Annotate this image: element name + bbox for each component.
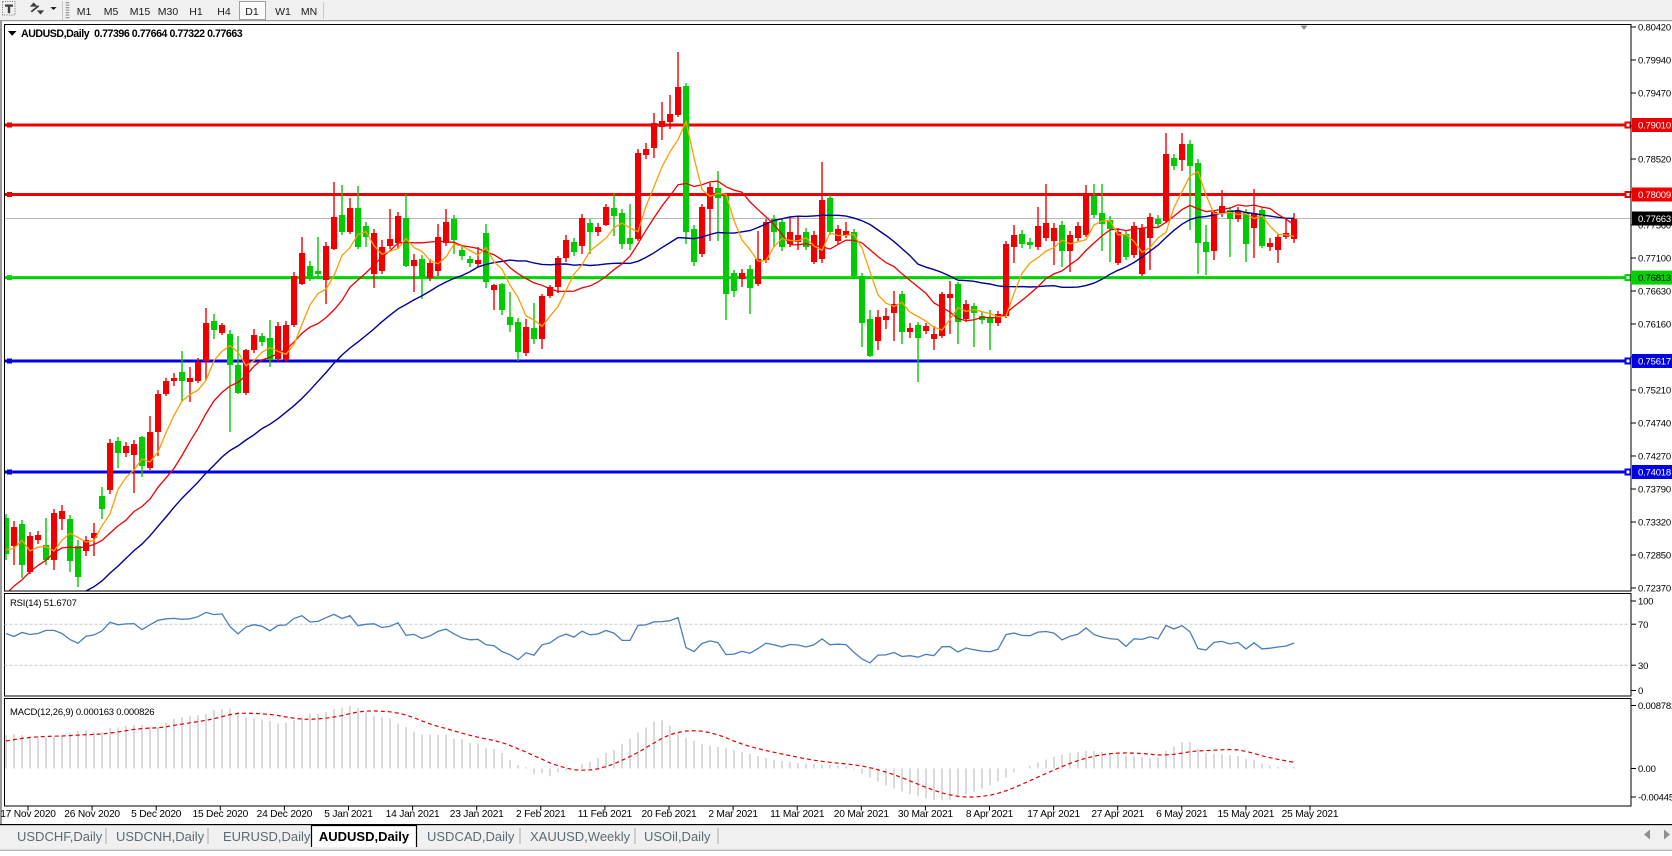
svg-text:0.79010: 0.79010 [1638, 121, 1671, 132]
svg-text:0.74740: 0.74740 [1638, 419, 1671, 430]
svg-text:0.80420: 0.80420 [1638, 23, 1671, 34]
svg-text:H4: H4 [217, 6, 231, 18]
svg-text:0.77663: 0.77663 [1638, 214, 1671, 225]
svg-text:25 May 2021: 25 May 2021 [1282, 809, 1339, 820]
svg-text:30 Mar 2021: 30 Mar 2021 [898, 809, 954, 820]
svg-text:100: 100 [1638, 597, 1653, 608]
svg-text:0.73320: 0.73320 [1638, 518, 1671, 529]
svg-text:70: 70 [1638, 620, 1648, 631]
svg-text:17 Nov 2020: 17 Nov 2020 [0, 809, 56, 820]
svg-text:26 Nov 2020: 26 Nov 2020 [64, 809, 120, 820]
svg-text:0.72370: 0.72370 [1638, 584, 1671, 595]
svg-text:XAUUSD,Weekly: XAUUSD,Weekly [530, 829, 631, 844]
svg-text:0.74018: 0.74018 [1638, 468, 1671, 479]
svg-text:0.73790: 0.73790 [1638, 485, 1671, 496]
svg-text:30: 30 [1638, 661, 1648, 672]
svg-text:5 Dec 2020: 5 Dec 2020 [131, 809, 182, 820]
svg-text:M1: M1 [77, 6, 92, 18]
svg-text:0.008782: 0.008782 [1638, 701, 1672, 712]
svg-text:0.76630: 0.76630 [1638, 287, 1671, 298]
svg-text:AUDUSD,Daily 0.77396 0.77664: AUDUSD,Daily 0.77396 0.77664 0.77322 0.7… [21, 28, 243, 40]
svg-text:2 Feb 2021: 2 Feb 2021 [516, 809, 566, 820]
svg-text:H1: H1 [189, 6, 203, 18]
svg-text:8 Apr 2021: 8 Apr 2021 [966, 809, 1014, 820]
svg-text:D1: D1 [245, 6, 259, 18]
svg-text:MACD(12,26,9) 0.000163 0.00082: MACD(12,26,9) 0.000163 0.000826 [10, 707, 154, 718]
svg-text:5 Jan 2021: 5 Jan 2021 [324, 809, 373, 820]
svg-text:0: 0 [1638, 686, 1643, 697]
svg-text:2 Mar 2021: 2 Mar 2021 [708, 809, 758, 820]
svg-text:M30: M30 [158, 6, 179, 18]
svg-text:17 Apr 2021: 17 Apr 2021 [1027, 809, 1080, 820]
svg-text:0.76813: 0.76813 [1638, 273, 1671, 284]
svg-text:W1: W1 [275, 6, 291, 18]
svg-text:0.78520: 0.78520 [1638, 155, 1671, 166]
svg-text:15 May 2021: 15 May 2021 [1218, 809, 1275, 820]
svg-text:0.74270: 0.74270 [1638, 452, 1671, 463]
svg-text:11 Feb 2021: 11 Feb 2021 [578, 809, 633, 820]
svg-text:6 May 2021: 6 May 2021 [1156, 809, 1208, 820]
svg-text:M5: M5 [104, 6, 119, 18]
svg-text:0.75617: 0.75617 [1638, 357, 1671, 368]
svg-text:15 Dec 2020: 15 Dec 2020 [193, 809, 249, 820]
svg-text:0.77100: 0.77100 [1638, 254, 1671, 265]
svg-text:0.00: 0.00 [1638, 764, 1656, 775]
svg-text:MN: MN [301, 6, 317, 18]
svg-text:0.75210: 0.75210 [1638, 386, 1671, 397]
svg-text:M15: M15 [130, 6, 151, 18]
svg-text:EURUSD,Daily: EURUSD,Daily [223, 829, 311, 844]
svg-text:USDCNH,Daily: USDCNH,Daily [116, 829, 205, 844]
svg-text:20 Mar 2021: 20 Mar 2021 [834, 809, 890, 820]
svg-text:11 Mar 2021: 11 Mar 2021 [770, 809, 825, 820]
svg-text:-0.004453: -0.004453 [1638, 793, 1672, 804]
svg-text:USOil,Daily: USOil,Daily [644, 829, 711, 844]
svg-text:23 Jan 2021: 23 Jan 2021 [450, 809, 504, 820]
svg-text:USDCAD,Daily: USDCAD,Daily [427, 829, 515, 844]
svg-text:0.72850: 0.72850 [1638, 551, 1671, 562]
svg-text:RSI(14) 51.6707: RSI(14) 51.6707 [10, 598, 77, 609]
svg-text:AUDUSD,Daily: AUDUSD,Daily [319, 829, 410, 844]
svg-text:24 Dec 2020: 24 Dec 2020 [257, 809, 313, 820]
svg-text:0.77560: 0.77560 [1638, 221, 1671, 232]
svg-text:14 Jan 2021: 14 Jan 2021 [386, 809, 440, 820]
svg-text:0.79940: 0.79940 [1638, 56, 1671, 67]
svg-text:27 Apr 2021: 27 Apr 2021 [1091, 809, 1144, 820]
svg-text:0.76160: 0.76160 [1638, 320, 1671, 331]
svg-text:USDCHF,Daily: USDCHF,Daily [17, 829, 103, 844]
svg-text:20 Feb 2021: 20 Feb 2021 [641, 809, 697, 820]
svg-text:0.79470: 0.79470 [1638, 89, 1671, 100]
svg-text:0.78009: 0.78009 [1638, 190, 1671, 201]
